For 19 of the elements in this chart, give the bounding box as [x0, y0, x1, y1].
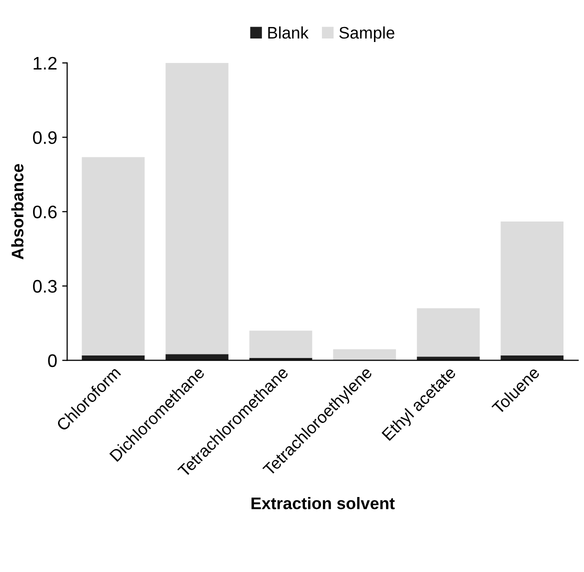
bar — [500, 355, 564, 360]
bar — [500, 222, 564, 356]
legend-label: Sample — [339, 26, 394, 42]
y-tick-label: 0.3 — [33, 280, 57, 293]
bar — [416, 308, 480, 357]
legend-label: Blank — [268, 26, 309, 39]
bar — [166, 354, 228, 360]
bar — [82, 355, 145, 360]
bar — [166, 62, 228, 354]
bar — [416, 356, 480, 360]
y-tick-label: 0.6 — [33, 206, 57, 218]
y-tick-label: 0.9 — [33, 131, 57, 144]
y-tick-label: 0 — [48, 354, 57, 368]
y-axis-title: Absorbance — [11, 164, 24, 260]
bar — [333, 349, 396, 360]
bar — [249, 330, 312, 358]
bar — [82, 157, 145, 356]
x-axis-title: Extraction solvent — [252, 497, 395, 510]
y-tick-label: 1.2 — [34, 56, 57, 70]
